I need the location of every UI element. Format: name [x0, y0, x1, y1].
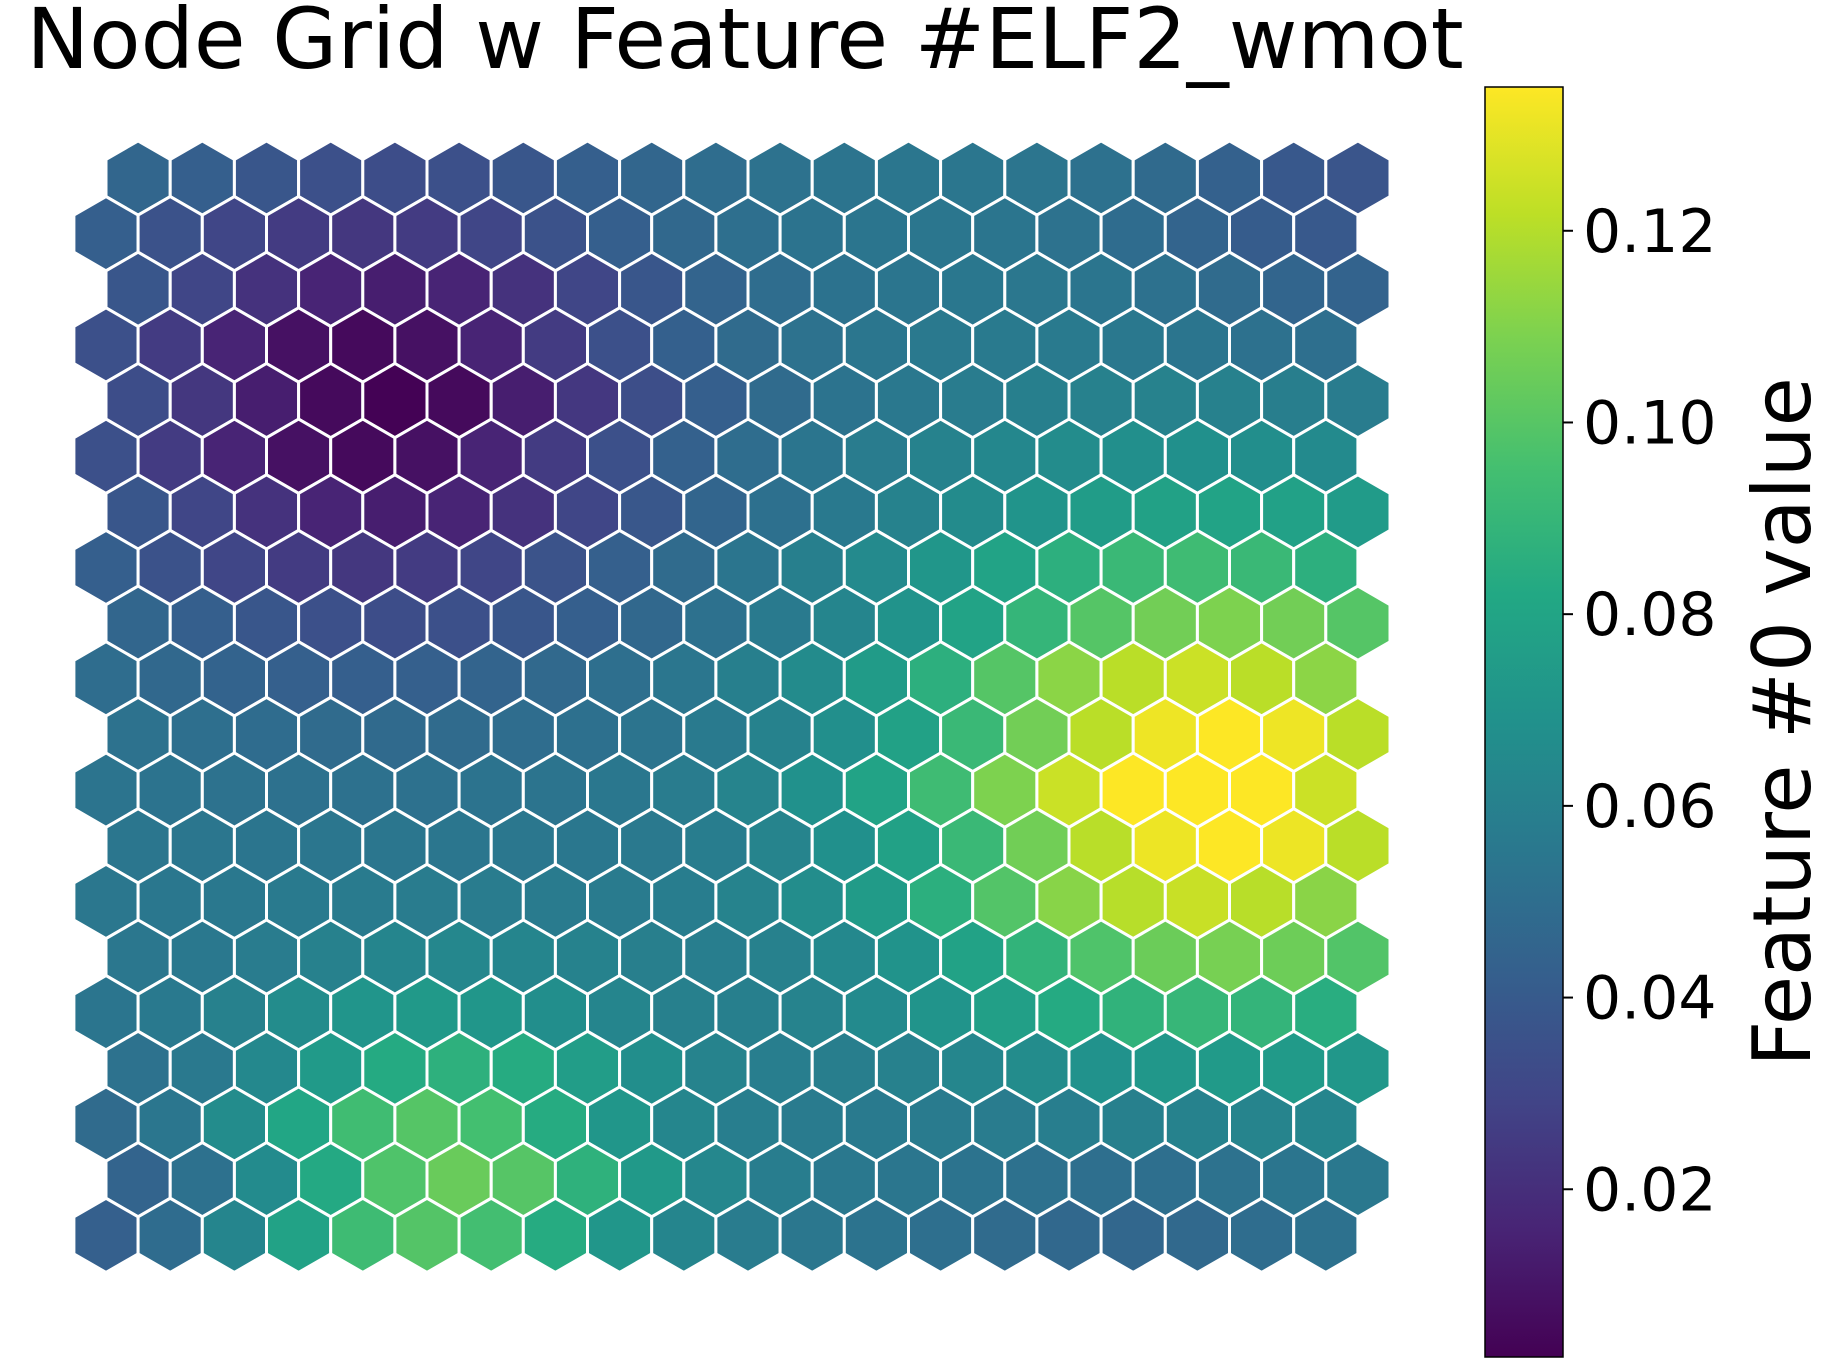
colorbar-label: Feature #0 value [1736, 377, 1829, 1067]
hex-node [1292, 1196, 1360, 1275]
colorbar [1484, 86, 1564, 1358]
colorbar-tick-label: 0.06 [1583, 772, 1717, 842]
colorbar-tick-label: 0.12 [1583, 197, 1717, 267]
colorbar-tick-label: 0.08 [1583, 580, 1717, 650]
chart-title: Node Grid w Feature #ELF2_wmot [26, 0, 1463, 88]
colorbar-ticks: 0.02 0.04 0.06 0.08 0.10 0.12 [1563, 197, 1717, 1225]
colorbar-tick-label: 0.10 [1583, 388, 1717, 458]
colorbar-tick-label: 0.04 [1583, 964, 1717, 1034]
hex-grid [72, 139, 1392, 1275]
colorbar-tick-label: 0.02 [1583, 1155, 1717, 1225]
